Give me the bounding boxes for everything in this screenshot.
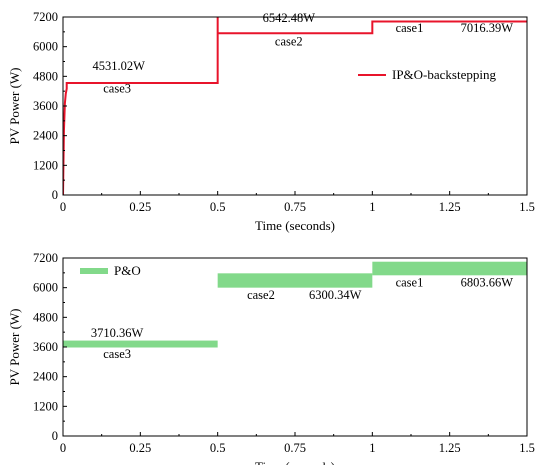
x-tick-label: 0 — [60, 441, 66, 455]
x-tick-label: 1 — [369, 441, 375, 455]
y-tick-label: 4800 — [33, 310, 58, 324]
y-tick-label: 0 — [52, 188, 58, 202]
data-annotation: 6803.66W — [461, 275, 514, 289]
legend-swatch — [80, 268, 108, 274]
y-tick-label: 3600 — [33, 340, 58, 354]
x-tick-label: 0.25 — [129, 441, 151, 455]
legend-label: P&O — [114, 263, 141, 278]
x-tick-label: 0.75 — [284, 441, 306, 455]
x-tick-label: 0 — [60, 200, 66, 214]
data-annotation: case2 — [275, 34, 303, 48]
legend-label: IP&O-backstepping — [392, 67, 496, 82]
x-axis-title: Time (seconds) — [255, 459, 335, 465]
y-tick-label: 3600 — [33, 99, 58, 113]
y-axis-title: PV Power (W) — [7, 67, 22, 144]
x-tick-label: 1.5 — [519, 200, 535, 214]
y-tick-label: 4800 — [33, 69, 58, 83]
data-annotation: case1 — [396, 21, 424, 35]
data-annotation: case3 — [103, 347, 131, 361]
chart-panel-1: 0 0.25 0.5 0.75 1 1.25 1.5 0 1200 2400 3600 4800 600… — [7, 10, 535, 233]
x-tick-label: 0.5 — [210, 441, 226, 455]
data-annotation: 6542.48W — [263, 11, 316, 25]
plot-area — [63, 261, 527, 348]
series-band-segment — [217, 273, 373, 288]
y-tick-label: 0 — [52, 429, 58, 443]
series-line — [63, 17, 527, 195]
x-tick-label: 0.5 — [210, 200, 226, 214]
y-tick-label: 7200 — [33, 10, 58, 24]
data-annotation: 4531.02W — [92, 59, 145, 73]
y-tick-label: 7200 — [33, 251, 58, 265]
x-tick-label: 1.25 — [439, 441, 461, 455]
y-tick-label: 6000 — [33, 281, 58, 295]
x-tick-label: 0.75 — [284, 200, 306, 214]
y-axis-title: PV Power (W) — [7, 308, 22, 385]
x-axis-title: Time (seconds) — [255, 218, 335, 233]
data-annotation: case1 — [396, 275, 424, 289]
x-tick-label: 1.25 — [439, 200, 461, 214]
data-annotation: case3 — [103, 81, 131, 95]
y-tick-label: 1200 — [33, 399, 58, 413]
y-tick-label: 2400 — [33, 370, 58, 384]
data-annotation: 3710.36W — [91, 326, 144, 340]
x-tick-label: 1 — [369, 200, 375, 214]
x-tick-label: 0.25 — [129, 200, 151, 214]
series-band-segment — [372, 261, 527, 276]
data-annotation: case2 — [247, 288, 275, 302]
y-tick-label: 6000 — [33, 40, 58, 54]
x-tick-label: 1.5 — [519, 441, 535, 455]
plot-area — [63, 17, 527, 195]
series-band-segment — [63, 340, 218, 348]
data-annotation: 7016.39W — [461, 21, 514, 35]
y-tick-label: 2400 — [33, 129, 58, 143]
y-tick-label: 1200 — [33, 158, 58, 172]
data-annotation: 6300.34W — [309, 288, 362, 302]
chart-panel-2: 0 0.25 0.5 0.75 1 1.25 1.5 0 1200 2400 3600 4800 600… — [7, 251, 535, 465]
